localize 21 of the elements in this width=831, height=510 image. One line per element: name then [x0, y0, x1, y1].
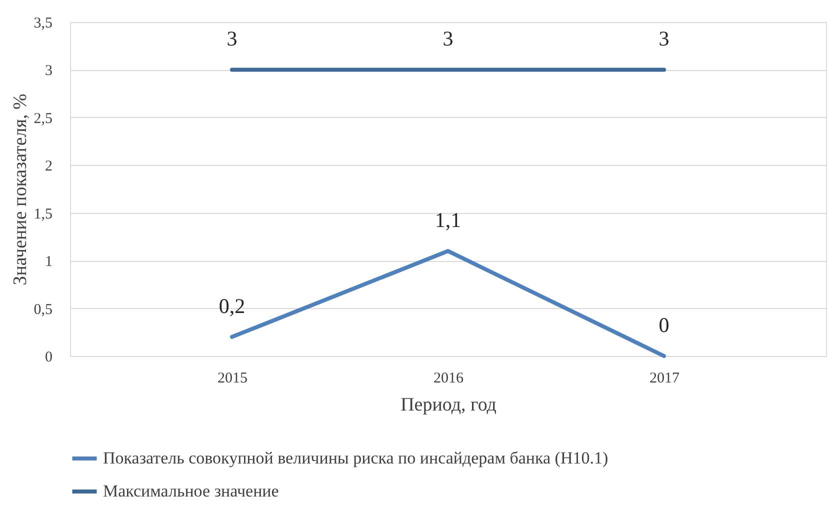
x-axis-title: Период, год	[400, 394, 497, 416]
y-tick-label: 3	[45, 63, 52, 80]
data-label: 0	[658, 313, 670, 337]
y-tick-label: 0,5	[34, 302, 52, 318]
x-tick-label: 2016	[434, 370, 464, 386]
data-label: 3	[226, 26, 238, 51]
x-tick-label: 2017	[650, 370, 680, 386]
y-axis-title: Значение показателя, %	[10, 94, 31, 286]
y-tick-label: 2,5	[34, 110, 52, 127]
data-label: 3	[442, 26, 454, 51]
y-tick-label: 1	[45, 254, 52, 270]
y-tick-label: 1,5	[34, 206, 52, 222]
y-tick-label: 0	[45, 350, 52, 366]
y-tick-label: 3,5	[34, 16, 52, 32]
legend-label: Максимальное значение	[103, 482, 279, 500]
data-label: 1,1	[434, 208, 462, 232]
y-tick-label: 2	[45, 158, 52, 175]
x-tick-label: 2015	[218, 370, 248, 386]
data-label: 0,2	[218, 294, 246, 318]
data-label: 3	[658, 26, 670, 51]
legend-label: Показатель совокупной величины риска по инсайдерам банка (Н10.1)	[103, 448, 608, 468]
